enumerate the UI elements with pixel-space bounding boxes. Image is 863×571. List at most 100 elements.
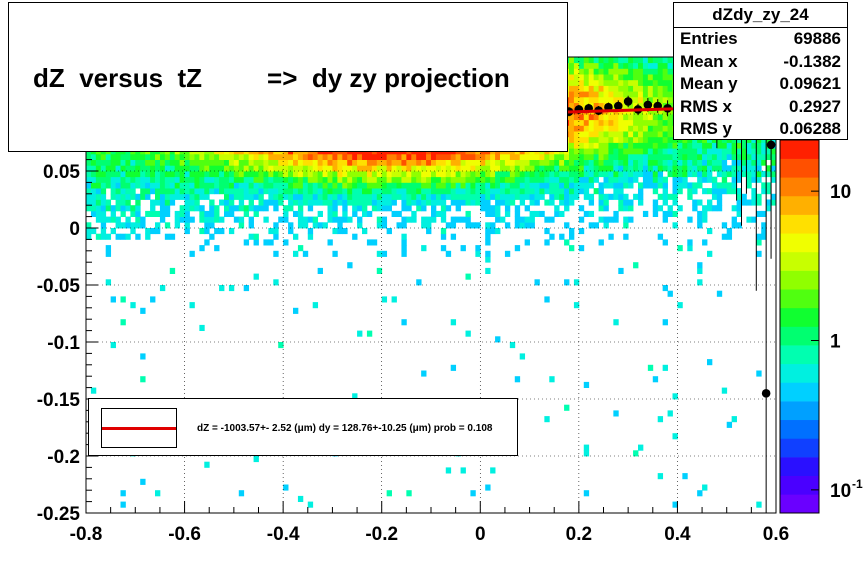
heatmap-cell [342,165,348,172]
heatmap-cell [672,159,678,166]
heatmap-cell [598,57,604,64]
heatmap-cell [554,182,560,189]
heatmap-cell [657,79,664,86]
heatmap-cell [381,176,388,183]
heatmap-cell [569,171,575,178]
heatmap-cell [588,222,595,229]
heatmap-cell [652,96,659,103]
heatmap-cell [628,159,634,166]
heatmap-cell [647,62,654,69]
heatmap-cell [642,142,649,149]
heatmap-cell [416,199,422,206]
heatmap-cell [509,193,516,200]
heatmap-cell [554,159,560,166]
heatmap-cell [283,171,289,178]
heatmap-cell [184,216,190,223]
heatmap-cell [130,205,136,212]
heatmap-cell [687,193,693,200]
heatmap-cell [721,153,728,160]
heatmap-cell [228,153,235,160]
heatmap-cell [761,159,767,166]
heatmap-cell [721,142,728,149]
profile-point [613,101,623,111]
heatmap-cell [638,153,644,160]
heatmap-cell [253,210,259,217]
heatmap-cell [376,176,383,183]
heatmap-cell [573,176,580,183]
heatmap-cell [578,205,585,212]
heatmap-cell [268,153,274,160]
heatmap-cell [86,171,92,178]
heatmap-cell [598,171,604,178]
heatmap-cell [647,142,654,149]
heatmap-cell [120,153,126,160]
heatmap-cell [307,188,314,195]
heatmap-cell [573,96,580,103]
heatmap-cell [633,450,639,457]
heatmap-cell [209,176,215,183]
heatmap-cell [652,171,659,178]
heatmap-cell [514,182,521,189]
heatmap-cell [288,159,294,166]
heatmap-cell [307,182,314,189]
heatmap-cell [95,216,102,223]
heatmap-cell [199,210,205,217]
heatmap-cell [549,199,555,206]
heatmap-cell [662,114,668,121]
heatmap-cell [169,159,176,166]
heatmap-cell [578,228,585,235]
heatmap-cell [519,159,526,166]
heatmap-cell [199,188,205,195]
heatmap-cell [194,188,200,195]
heatmap-cell [189,199,195,206]
heatmap-cell [431,205,437,212]
heatmap-cell [352,210,358,217]
heatmap-cell [756,171,762,178]
heatmap-cell [95,153,102,160]
heatmap-cell [317,222,323,229]
heatmap-cell [490,210,496,217]
heatmap-cell [608,159,614,166]
heatmap-cell [455,153,461,160]
heatmap-cell [652,74,659,81]
heatmap-cell [164,210,171,217]
x-tick-label: 0.4 [664,524,691,545]
heatmap-cell [480,199,486,206]
heatmap-cell [771,159,777,166]
heatmap-cell [312,216,319,223]
fit-legend-text: dZ = -1003.57+- 2.52 (μm) dy = 128.76+-1… [197,423,493,434]
heatmap-cell [736,153,742,160]
heatmap-cell [371,199,378,206]
heatmap-cell [564,188,570,195]
heatmap-cell [416,176,422,183]
heatmap-cell [386,193,392,200]
heatmap-cell [588,85,595,92]
heatmap-cell [514,376,521,383]
heatmap-cell [95,193,102,200]
heatmap-cell [711,188,718,195]
heatmap-cell [657,473,664,480]
heatmap-cell [228,182,235,189]
heatmap-cell [524,165,530,172]
color-bar-segment [780,457,819,476]
heatmap-cell [150,182,156,189]
color-bar-segment [780,195,819,215]
heatmap-cell [618,91,624,98]
heatmap-cell [421,193,427,200]
heatmap-cell [623,91,629,98]
heatmap-cell [504,176,511,183]
heatmap-cell [583,381,590,388]
heatmap-cell [593,142,599,149]
heatmap-cell [761,153,767,160]
heatmap-cell [603,114,609,121]
heatmap-cell [302,182,309,189]
profile-point [623,97,633,106]
heatmap-cell [613,410,619,417]
heatmap-cell [135,165,141,172]
heatmap-cell [736,193,742,200]
heatmap-cell [209,182,215,189]
heatmap-cell [120,176,126,183]
heatmap-cell [731,222,737,229]
heatmap-cell [677,142,683,149]
heatmap-cell [736,165,742,172]
